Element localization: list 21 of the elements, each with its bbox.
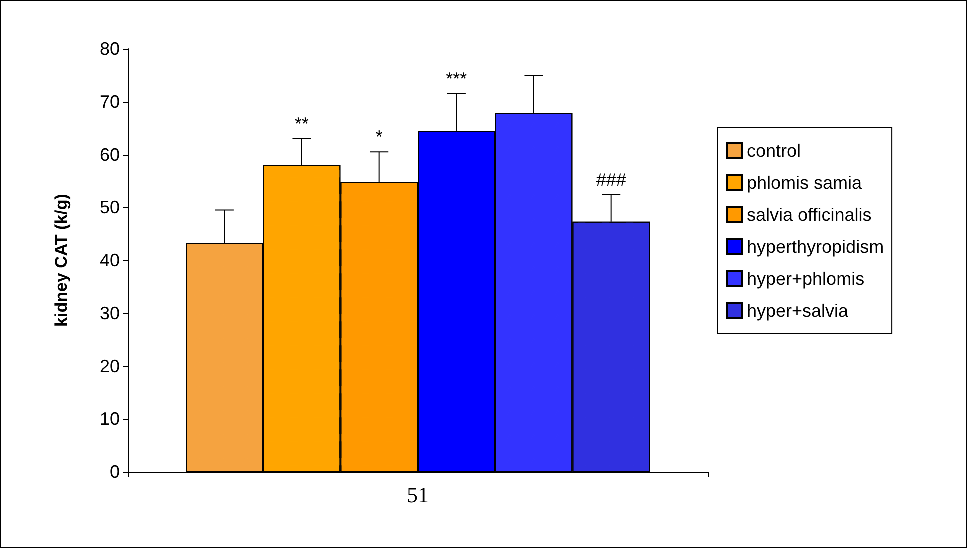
data-label: ** bbox=[294, 114, 310, 134]
y-tick-label: 40 bbox=[100, 250, 120, 270]
y-tick-label: 10 bbox=[100, 409, 120, 430]
y-tick-label: 80 bbox=[100, 39, 120, 59]
y-tick-label: 60 bbox=[100, 144, 120, 165]
legend-label: hyperthyropidism bbox=[747, 237, 884, 257]
y-tick-label: 0 bbox=[110, 462, 120, 482]
data-label: ### bbox=[596, 170, 626, 190]
x-tick-label: 51 bbox=[407, 482, 429, 508]
y-axis-title: kidney CAT (k/g) bbox=[52, 194, 71, 327]
y-tick-label: 20 bbox=[100, 356, 120, 376]
legend-label: control bbox=[747, 141, 802, 161]
data-label: *** bbox=[446, 68, 468, 89]
y-tick-label: 50 bbox=[100, 198, 120, 218]
y-tick-label: 30 bbox=[100, 303, 120, 324]
legend-label: salvia officinalis bbox=[747, 205, 872, 225]
legend-label: hyper+salvia bbox=[747, 301, 850, 321]
legend-label: phlomis samia bbox=[747, 173, 864, 193]
data-label: * bbox=[376, 127, 383, 148]
y-tick-label: 70 bbox=[100, 92, 120, 112]
legend-label: hyper+phlomis bbox=[747, 269, 865, 289]
